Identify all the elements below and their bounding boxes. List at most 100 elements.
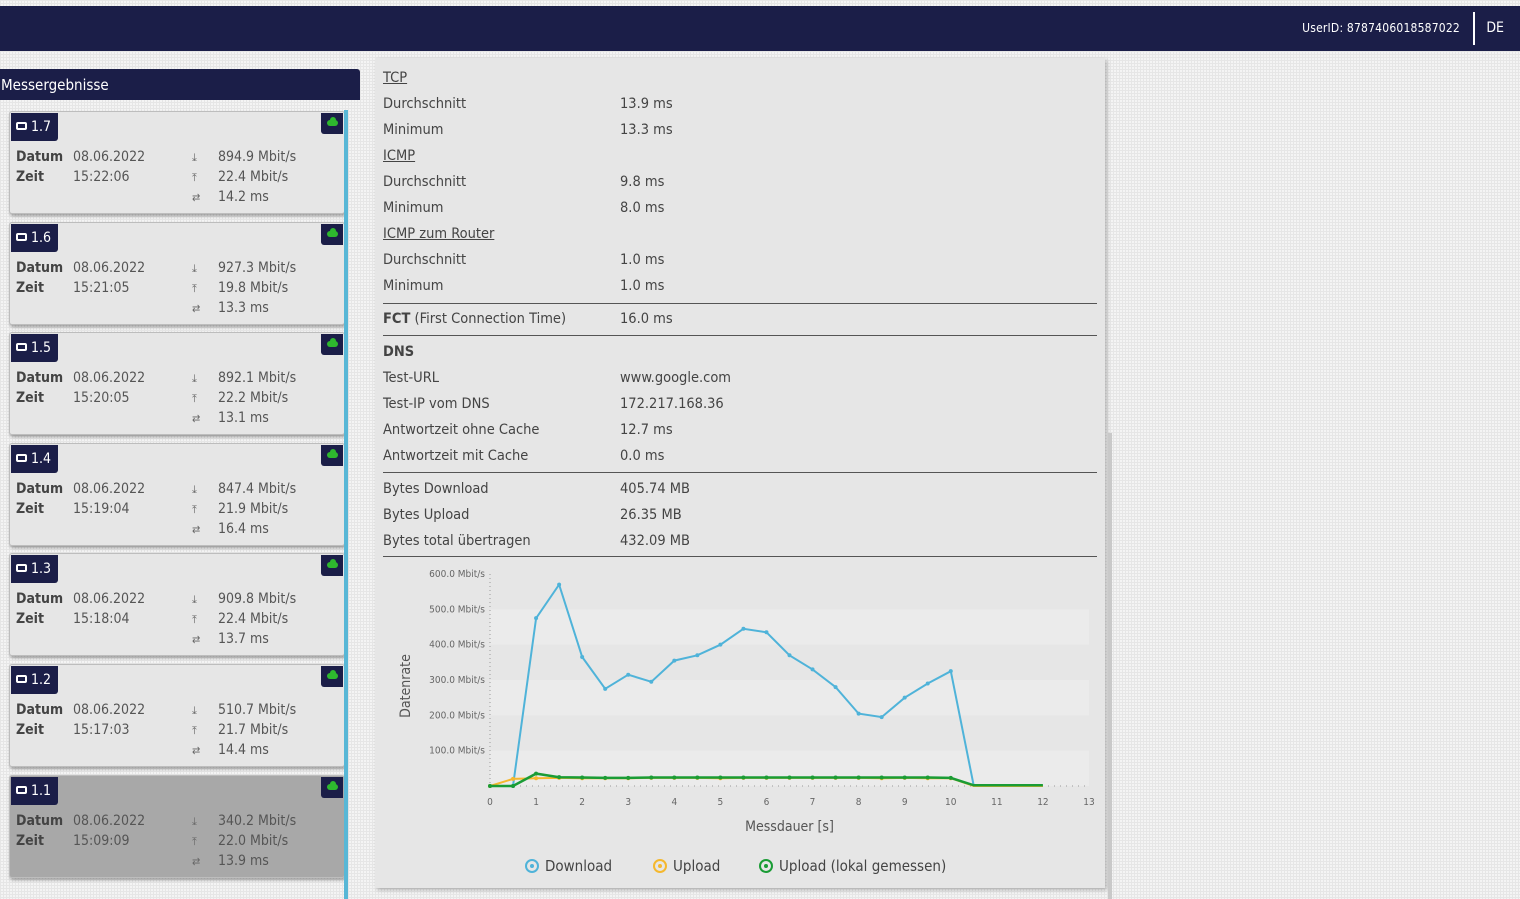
dns-test-url-value: www.google.com: [620, 370, 732, 386]
series-line-3: [490, 772, 1043, 788]
upload-icon: ⤒: [192, 281, 197, 295]
grid-band: [490, 680, 1089, 716]
result-card[interactable]: 1.7 Datum 08.06.2022 Zeit 15:22:06 ⤓ 894.9 Mbi…: [9, 111, 345, 214]
icmp-avg-value: 9.8 ms: [620, 174, 665, 190]
x-tick-label: 8: [856, 797, 862, 808]
time-label: Zeit: [16, 832, 45, 849]
results-scrollbar[interactable]: [344, 110, 348, 899]
data-point: [534, 771, 539, 776]
x-axis-label: Messdauer [s]: [745, 819, 834, 835]
time-value: 15:17:03: [73, 722, 130, 738]
y-tick-label: 100.0 Mbit/s: [429, 746, 485, 757]
fct-value: 16.0 ms: [620, 311, 673, 327]
result-card[interactable]: 1.1 Datum 08.06.2022 Zeit 15:09:09 ⤓ 340.2 Mbi…: [9, 774, 345, 878]
download-value: 847.4 Mbit/s: [218, 480, 297, 497]
date-value: 08.06.2022: [73, 812, 146, 829]
divider: [383, 303, 1097, 304]
icmp-heading: ICMP: [383, 148, 416, 164]
data-point: [925, 681, 930, 686]
ping-value: 14.2 ms: [218, 189, 269, 205]
upload-icon: ⤒: [192, 392, 197, 406]
download-value: 909.8 Mbit/s: [218, 591, 297, 608]
time-value: 15:09:09: [73, 832, 130, 849]
data-point: [764, 630, 769, 635]
data-point: [879, 775, 884, 780]
data-point: [649, 679, 654, 684]
time-value: 15:20:05: [73, 390, 130, 407]
measurement-icon: [16, 232, 27, 241]
download-icon: ⤓: [192, 704, 197, 717]
measurement-icon: [16, 564, 27, 573]
data-point: [902, 775, 907, 780]
time-value: 15:21:05: [73, 279, 130, 296]
icmp-router-min-label: Minimum: [383, 278, 444, 294]
data-point: [810, 667, 815, 672]
time-label: Zeit: [16, 500, 45, 517]
data-point: [695, 653, 700, 658]
legend-upload-local[interactable]: Upload (lokal gemessen): [759, 857, 946, 875]
cloud-icon[interactable]: [321, 444, 343, 466]
data-point: [833, 775, 838, 780]
data-point: [488, 784, 492, 788]
panel-scrollbar[interactable]: [1108, 433, 1112, 899]
cloud-icon[interactable]: [321, 113, 343, 134]
icmp-min-value: 8.0 ms: [620, 200, 665, 216]
data-point: [511, 776, 516, 781]
data-point: [718, 642, 723, 647]
time-label: Zeit: [16, 169, 45, 185]
legend-download[interactable]: Download: [525, 857, 612, 875]
cloud-icon[interactable]: [321, 666, 343, 687]
cloud-icon[interactable]: [321, 223, 343, 245]
x-tick-label: 0: [487, 797, 493, 808]
dns-cache-label: Antwortzeit mit Cache: [383, 448, 529, 464]
result-card[interactable]: 1.2 Datum 08.06.2022 Zeit 15:17:03 ⤓ 510.7 Mbi…: [9, 664, 345, 767]
upload-icon: ⤒: [192, 613, 197, 627]
dns-heading: DNS: [383, 344, 415, 360]
date-value: 08.06.2022: [73, 259, 146, 276]
bytes-total-label: Bytes total übertragen: [383, 533, 531, 549]
date-label: Datum: [16, 259, 64, 276]
bytes-total-value: 432.09 MB: [620, 533, 690, 549]
result-id-badge: 1.5: [11, 334, 59, 363]
ping-icon: ⇄: [192, 191, 201, 204]
measurement-icon: [16, 122, 27, 130]
throughput-chart: 100.0 Mbit/s 200.0 Mbit/s 300.0 Mbit/s 400.…: [398, 569, 1095, 835]
cloud-icon[interactable]: [321, 334, 343, 356]
data-point: [902, 695, 907, 700]
result-card[interactable]: 1.3 Datum 08.06.2022 Zeit 15:18:04 ⤓ 909.8 Mbi…: [9, 553, 345, 657]
time-value: 15:22:06: [73, 169, 130, 185]
divider: [383, 556, 1097, 557]
divider: [383, 335, 1097, 336]
date-label: Datum: [16, 480, 64, 497]
download-value: 894.9 Mbit/s: [218, 149, 297, 165]
result-card[interactable]: 1.6 Datum 08.06.2022 Zeit 15:21:05 ⤓ 927.3 Mbi…: [9, 221, 345, 325]
cloud-icon[interactable]: [321, 776, 343, 798]
ping-value: 13.1 ms: [218, 410, 269, 427]
ping-value: 14.4 ms: [218, 742, 269, 758]
data-point: [948, 775, 953, 780]
language-switch[interactable]: DE: [1486, 20, 1504, 36]
x-tick-label: 2: [579, 797, 585, 808]
result-id-badge: 1.7: [11, 113, 59, 141]
time-value: 15:19:04: [73, 500, 130, 517]
date-label: Datum: [16, 702, 64, 718]
result-id-badge: 1.6: [11, 223, 59, 252]
result-card[interactable]: 1.4 Datum 08.06.2022 Zeit 15:19:04 ⤓ 847.4 Mbi…: [9, 442, 345, 546]
legend-upload[interactable]: Upload: [653, 857, 720, 875]
time-value: 15:18:04: [73, 611, 130, 628]
ping-value: 13.9 ms: [218, 852, 269, 869]
upload-icon: ⤒: [192, 724, 197, 737]
data-point: [856, 711, 861, 716]
data-point: [879, 715, 884, 720]
x-tick-label: 9: [902, 797, 908, 808]
download-icon: ⤓: [192, 482, 197, 496]
data-point: [603, 775, 608, 780]
cloud-icon[interactable]: [321, 555, 343, 577]
data-point: [718, 775, 723, 780]
bytes-download-label: Bytes Download: [383, 481, 489, 497]
icmp-min-label: Minimum: [383, 200, 444, 216]
tcp-avg-label: Durchschnitt: [383, 96, 467, 112]
result-card[interactable]: 1.5 Datum 08.06.2022 Zeit 15:20:05 ⤓ 892.1 Mbi…: [9, 332, 345, 436]
upload-local-legend-icon: [759, 859, 773, 873]
dns-no-cache-label: Antwortzeit ohne Cache: [383, 422, 540, 438]
